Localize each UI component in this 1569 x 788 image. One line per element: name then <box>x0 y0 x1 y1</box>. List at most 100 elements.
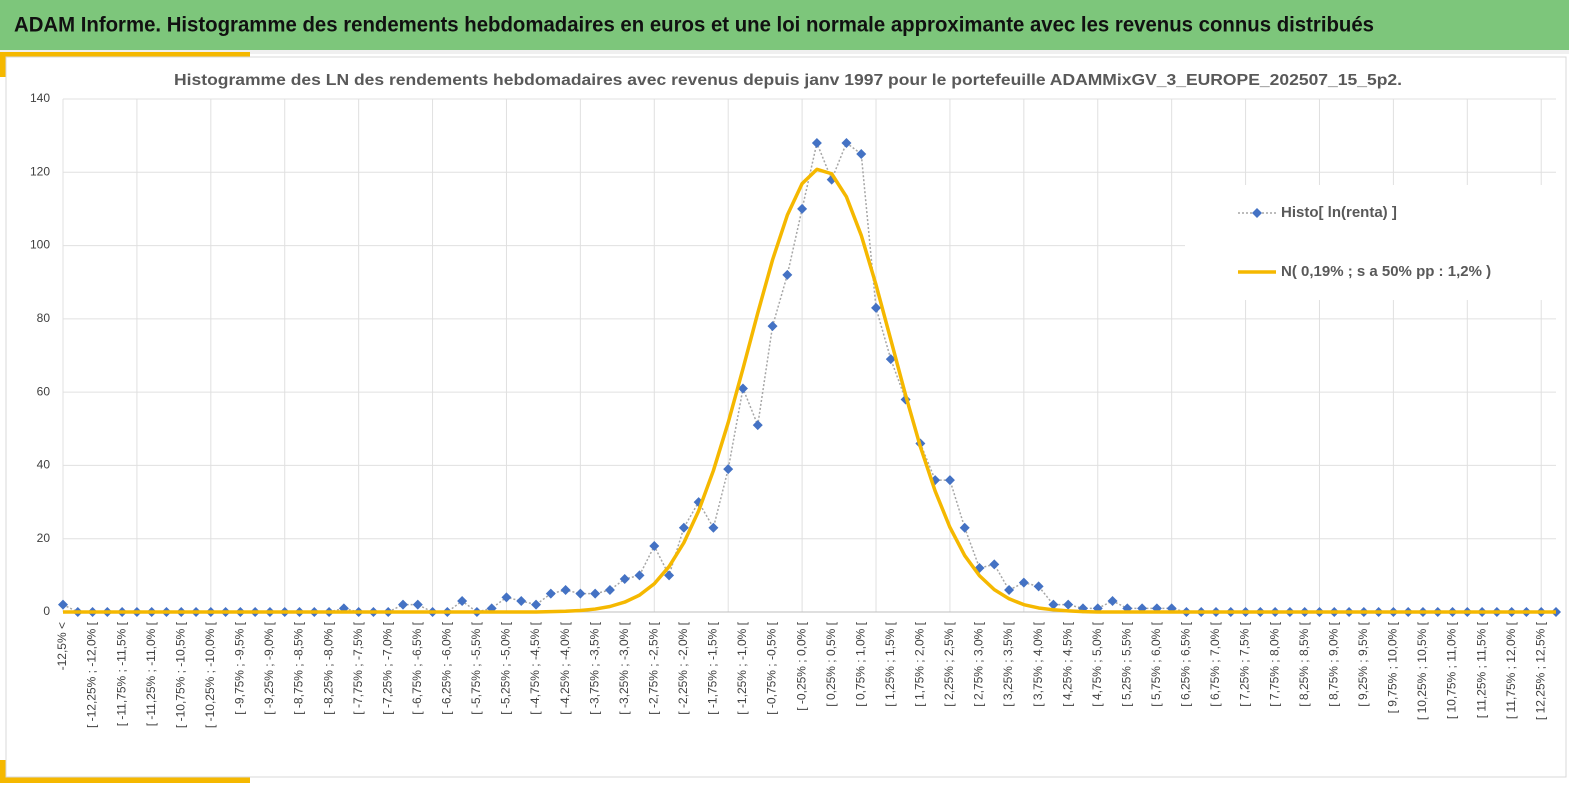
x-tick-label: [ 7,75% ; 8,0% [ <box>1267 621 1281 706</box>
point-marker <box>871 302 882 313</box>
point-marker <box>501 592 512 603</box>
x-tick-label: [ 1,25% ; 1,5% [ <box>883 621 897 706</box>
point-marker <box>531 599 542 610</box>
legend-box <box>1185 185 1560 300</box>
x-tick-label: [ 5,25% ; 5,5% [ <box>1119 621 1133 706</box>
x-tick-label: [ 4,75% ; 5,0% [ <box>1090 621 1104 706</box>
x-tick-label: [ -1,75% ; -1,5% [ <box>706 621 720 714</box>
x-tick-label: [ 3,75% ; 4,0% [ <box>1031 621 1045 706</box>
y-tick-label: 20 <box>37 531 51 545</box>
y-tick-label: 60 <box>37 384 51 398</box>
header-bar <box>0 0 1569 50</box>
x-tick-label: [ 5,75% ; 6,0% [ <box>1149 621 1163 706</box>
point-marker <box>1033 581 1044 592</box>
point-marker <box>797 203 808 214</box>
point-marker <box>58 599 68 610</box>
x-tick-label: [ 8,75% ; 9,0% [ <box>1326 621 1340 706</box>
x-tick-label: [ -7,75% ; -7,5% [ <box>351 621 365 714</box>
point-marker <box>841 137 852 148</box>
accent <box>0 777 250 783</box>
point-marker <box>944 475 955 486</box>
x-tick-label: [ 8,25% ; 8,5% [ <box>1297 621 1311 706</box>
point-marker <box>782 269 793 280</box>
legend-swatch <box>1252 208 1262 218</box>
x-tick-label: [ -8,25% ; -8,0% [ <box>321 621 335 714</box>
point-marker <box>856 148 867 159</box>
header-shadow <box>0 50 1569 54</box>
x-tick-label: [ 9,25% ; 9,5% [ <box>1356 621 1370 706</box>
legend-label: Histo[ ln(renta) ] <box>1281 204 1397 221</box>
x-tick-label: [ -2,75% ; -2,5% [ <box>646 621 660 714</box>
y-tick-label: 0 <box>43 604 50 618</box>
y-tick-label: 120 <box>30 164 50 178</box>
x-tick-label: [ 7,25% ; 7,5% [ <box>1238 621 1252 706</box>
x-tick-label: [ -10,75% ; -10,5% [ <box>173 621 187 728</box>
point-marker <box>1004 585 1015 596</box>
x-tick-label: [ -6,75% ; -6,5% [ <box>410 621 424 714</box>
x-tick-label: [ 2,25% ; 2,5% [ <box>942 621 956 706</box>
x-tick-label: [ 6,75% ; 7,0% [ <box>1208 621 1222 706</box>
x-tick-label: [ -11,75% ; -11,5% [ <box>114 621 128 726</box>
point-marker <box>575 588 586 599</box>
point-marker <box>959 522 970 533</box>
point-marker <box>516 596 527 607</box>
point-marker <box>664 570 675 581</box>
x-tick-label: [ 0,75% ; 1,0% [ <box>853 621 867 706</box>
point-marker <box>1063 599 1074 610</box>
point-marker <box>723 464 734 475</box>
x-tick-label: [ 3,25% ; 3,5% [ <box>1001 621 1015 706</box>
point-marker <box>412 599 423 610</box>
point-marker <box>1018 577 1029 588</box>
x-tick-label: [ -12,25% ; -12,0% [ <box>85 621 99 728</box>
point-marker <box>590 588 601 599</box>
x-tick-label: [ -8,75% ; -8,5% [ <box>292 621 306 714</box>
x-tick-label: [ -4,75% ; -4,5% [ <box>528 621 542 714</box>
x-tick-label: [ 2,75% ; 3,0% [ <box>972 621 986 706</box>
y-tick-label: 80 <box>37 311 51 325</box>
x-tick-label: [ -5,75% ; -5,5% [ <box>469 621 483 714</box>
x-tick-label: -12,5% < <box>55 622 69 670</box>
chart-title: Histogramme des LN des rendements hebdom… <box>174 72 1402 89</box>
y-tick-label: 140 <box>30 91 50 105</box>
point-marker <box>737 383 748 394</box>
point-marker <box>619 574 630 585</box>
x-tick-label: [ -2,25% ; -2,0% [ <box>676 621 690 714</box>
x-tick-label: [ -3,25% ; -3,0% [ <box>617 621 631 714</box>
x-tick-label: [ -6,25% ; -6,0% [ <box>440 621 454 714</box>
x-tick-label: [ -5,25% ; -5,0% [ <box>499 621 513 714</box>
x-tick-label: [ -9,25% ; -9,0% [ <box>262 621 276 714</box>
point-marker <box>545 588 556 599</box>
x-tick-label: [ 10,75% ; 11,0% [ <box>1445 621 1459 719</box>
point-marker <box>634 570 645 581</box>
point-marker <box>811 137 822 148</box>
x-tick-label: [ -7,25% ; -7,0% [ <box>380 621 394 714</box>
accent <box>0 760 6 783</box>
x-tick-label: [ 4,25% ; 4,5% [ <box>1060 621 1074 706</box>
point-marker <box>708 522 719 533</box>
point-marker <box>457 596 468 607</box>
point-marker <box>649 541 660 552</box>
x-tick-label: [ -11,25% ; -11,0% [ <box>144 621 158 726</box>
y-tick-label: 100 <box>30 238 50 252</box>
series-line <box>63 167 1556 614</box>
accent <box>0 52 250 57</box>
x-tick-label: [ 12,25% ; 12,5% [ <box>1533 621 1547 720</box>
accent <box>0 52 6 77</box>
x-tick-label: [ -9,75% ; -9,5% [ <box>233 621 247 714</box>
point-marker <box>767 321 778 332</box>
point-marker <box>560 585 571 596</box>
point-marker <box>397 599 408 610</box>
x-tick-label: [ 11,75% ; 12,0% [ <box>1504 621 1518 719</box>
point-marker <box>989 559 1000 570</box>
x-tick-label: [ -3,75% ; -3,5% [ <box>587 621 601 714</box>
point-marker <box>1107 596 1118 607</box>
x-tick-label: [ 1,75% ; 2,0% [ <box>913 621 927 706</box>
point-marker <box>752 420 763 431</box>
point-marker <box>885 354 896 365</box>
y-tick-label: 40 <box>37 458 51 472</box>
x-tick-label: [ 9,75% ; 10,0% [ <box>1386 621 1400 713</box>
point-marker <box>1048 599 1059 610</box>
x-tick-label: [ 6,25% ; 6,5% [ <box>1179 621 1193 706</box>
